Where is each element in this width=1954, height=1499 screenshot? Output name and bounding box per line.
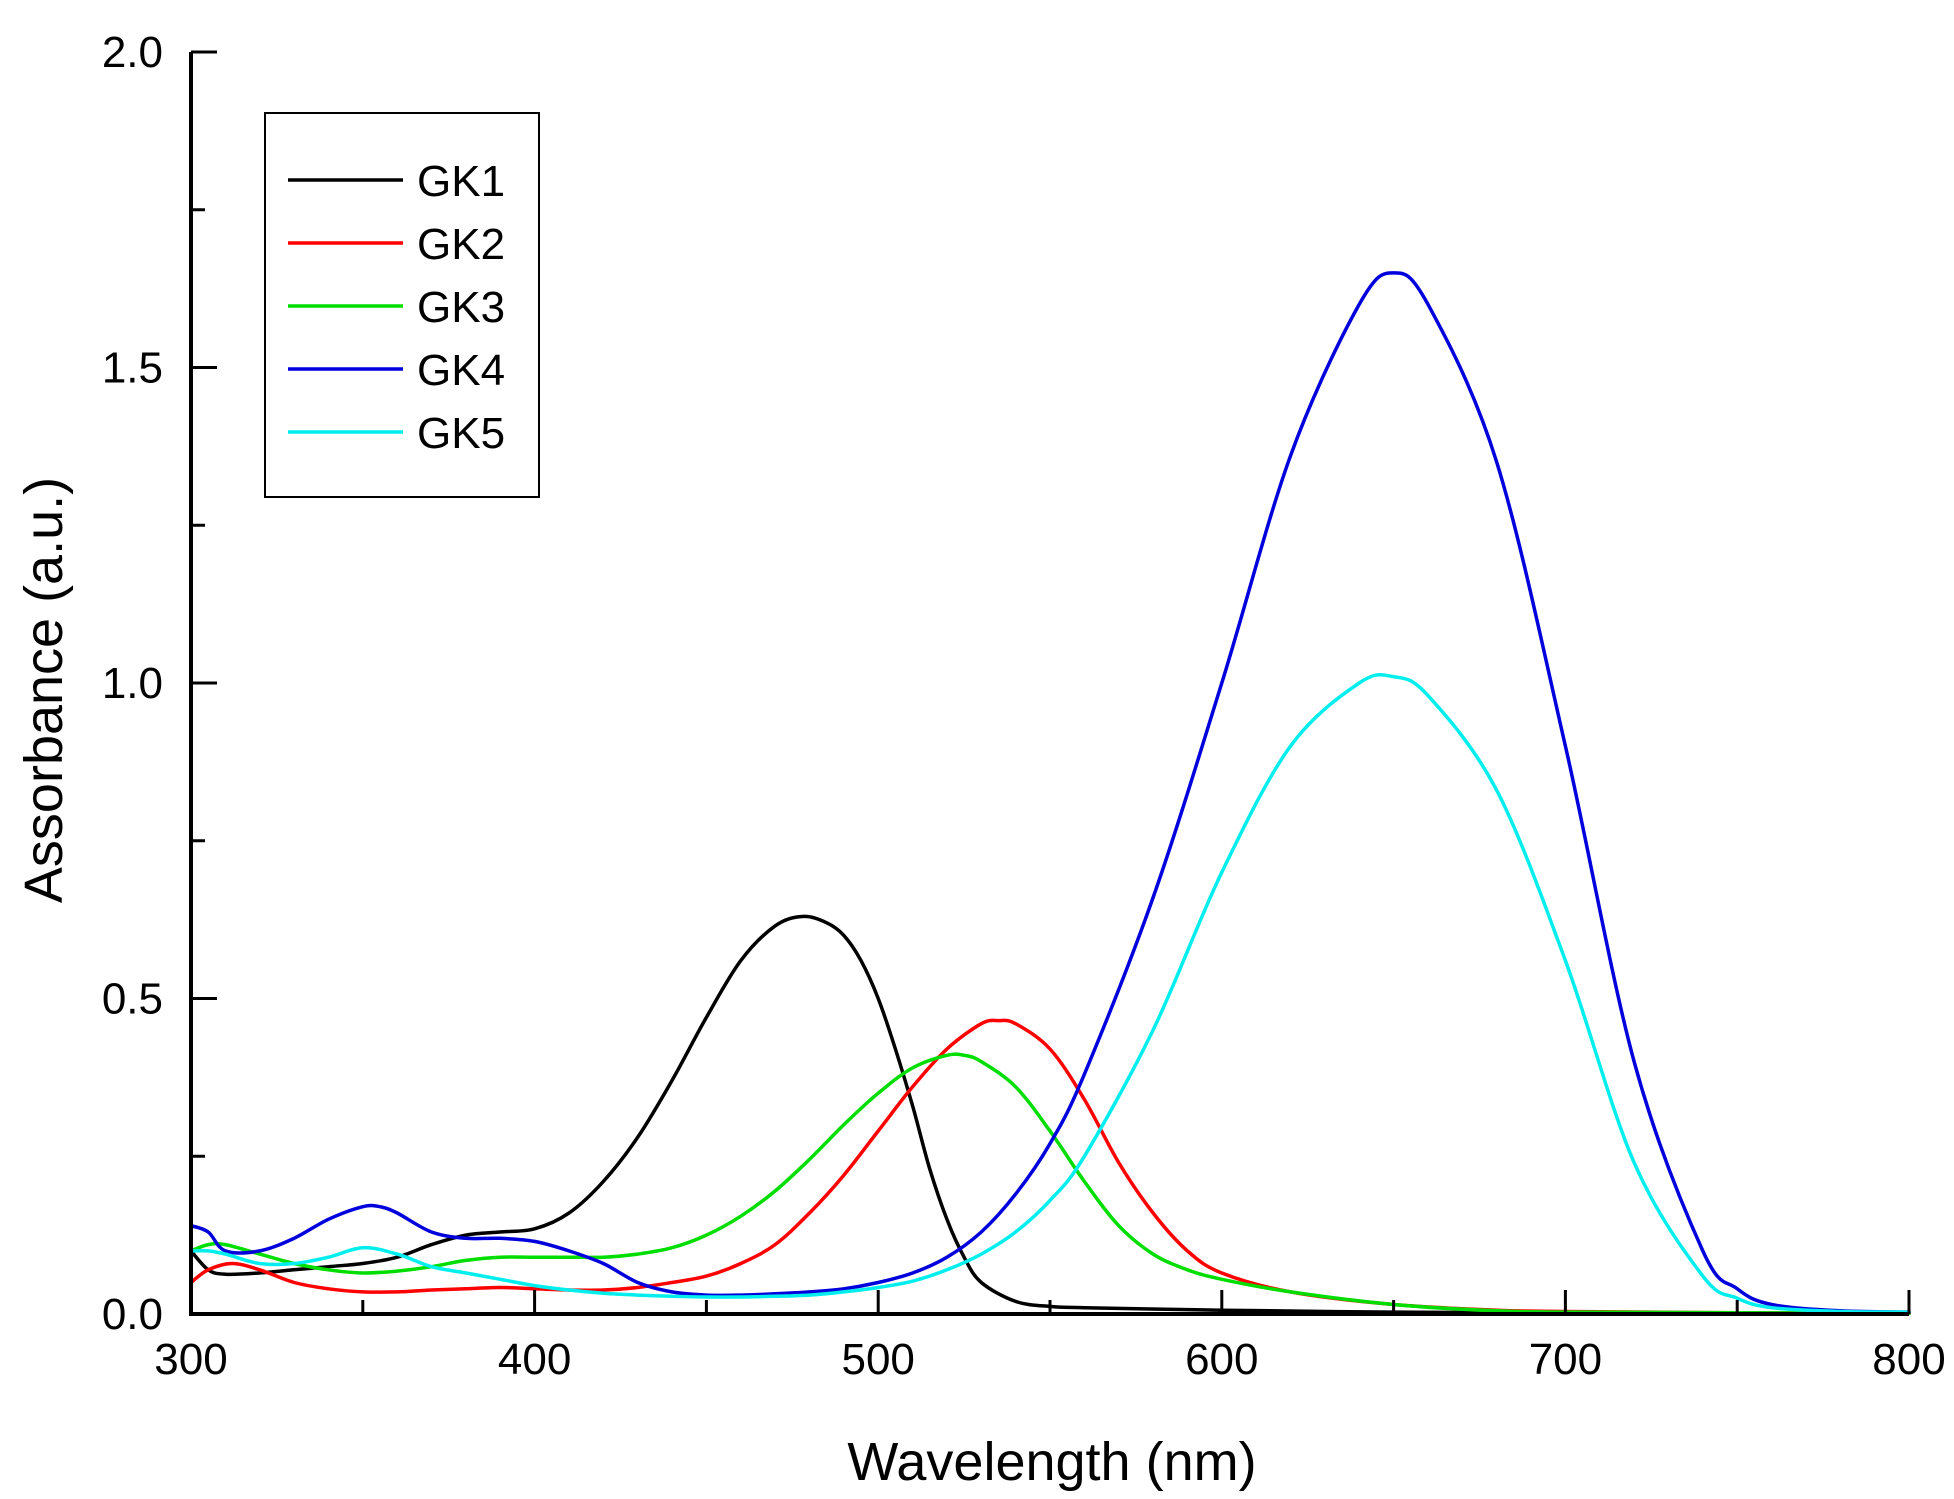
legend-label-gk2: GK2 — [417, 220, 505, 269]
x-tick-label: 800 — [1872, 1335, 1945, 1384]
x-tick-label: 500 — [841, 1335, 914, 1384]
plot-lines — [189, 271, 1911, 1316]
y-tick-label: 0.5 — [102, 975, 163, 1024]
x-tick-label: 400 — [498, 1335, 571, 1384]
legend-label-gk5: GK5 — [417, 409, 505, 458]
y-ticks: 0.0 0.5 1.0 1.5 2.0 — [102, 28, 217, 1339]
x-tick-label: 300 — [154, 1335, 227, 1384]
x-tick-label: 700 — [1529, 1335, 1602, 1384]
x-ticks: 300 400 500 600 700 800 — [154, 1290, 1946, 1384]
y-tick-label: 1.0 — [102, 659, 163, 708]
series-line-gk3 — [189, 1052, 1911, 1316]
legend-label-gk3: GK3 — [417, 283, 505, 332]
legend-label-gk1: GK1 — [417, 157, 505, 206]
x-tick-label: 600 — [1185, 1335, 1258, 1384]
x-axis-title: Wavelength (nm) — [847, 1432, 1256, 1492]
legend-items: GK1 GK2 GK3 GK4 GK5 — [288, 157, 505, 458]
y-tick-label: 0.0 — [102, 1290, 163, 1339]
series-line-gk5 — [189, 672, 1911, 1314]
axes: 300 400 500 600 700 800 0.0 0.5 1.0 1.5 2.0 — [102, 28, 1946, 1384]
y-tick-label: 1.5 — [102, 344, 163, 393]
y-tick-label: 2.0 — [102, 28, 163, 77]
legend: GK1 GK2 GK3 GK4 GK5 — [264, 112, 540, 498]
legend-label-gk4: GK4 — [417, 346, 505, 395]
series-line-gk4 — [189, 271, 1911, 1314]
y-axis-title: Assorbance (a.u.) — [14, 477, 74, 903]
series-line-gk1 — [189, 914, 1911, 1316]
